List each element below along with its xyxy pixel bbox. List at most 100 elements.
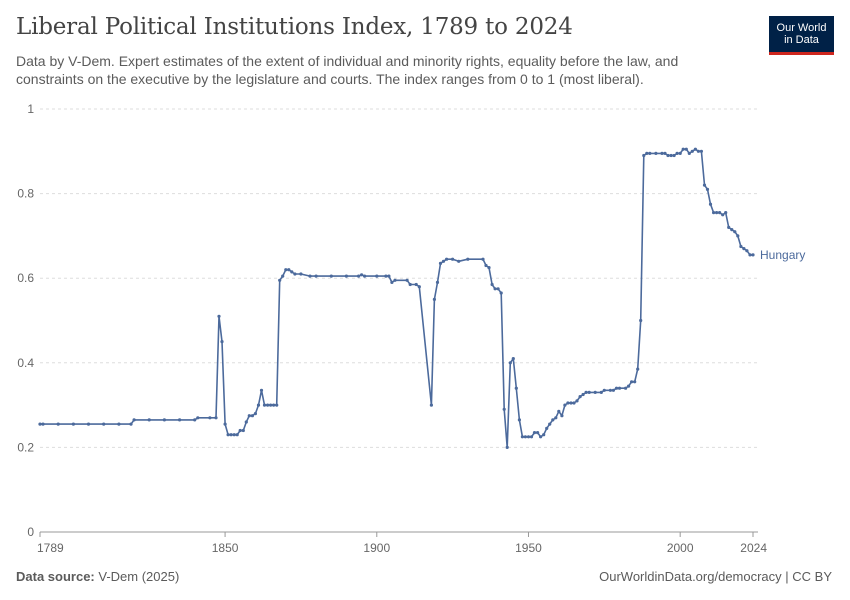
data-point xyxy=(526,435,531,439)
data-point xyxy=(693,147,698,151)
data-point xyxy=(269,403,273,407)
data-point xyxy=(645,151,649,155)
data-point xyxy=(214,416,218,420)
data-point xyxy=(405,278,409,282)
data-point xyxy=(542,433,546,437)
data-point xyxy=(520,435,525,439)
data-point xyxy=(117,422,121,426)
data-point xyxy=(627,384,631,388)
data-point xyxy=(702,183,707,187)
data-point xyxy=(432,297,436,301)
data-point xyxy=(551,418,555,422)
data-point xyxy=(696,149,701,153)
data-point xyxy=(611,388,616,392)
data-point xyxy=(496,287,500,291)
data-point xyxy=(636,367,640,371)
data-point xyxy=(715,211,719,215)
data-point xyxy=(278,278,282,282)
data-point xyxy=(666,153,670,158)
data-point xyxy=(493,287,497,291)
data-point xyxy=(684,147,688,151)
y-tick-label: 0.8 xyxy=(17,187,34,201)
data-point xyxy=(608,388,613,392)
data-point xyxy=(308,274,312,278)
data-point xyxy=(247,414,251,418)
data-point xyxy=(736,234,740,238)
data-point xyxy=(290,270,294,274)
data-point xyxy=(293,272,297,276)
data-point xyxy=(602,388,606,392)
data-point xyxy=(499,291,503,295)
data-point xyxy=(223,422,227,426)
data-point xyxy=(575,399,579,403)
data-point xyxy=(375,274,379,278)
data-point xyxy=(563,403,567,407)
chart-title: Liberal Political Institutions Index, 17… xyxy=(16,14,573,40)
data-point xyxy=(690,149,694,153)
y-tick-label: 0.2 xyxy=(17,440,34,454)
data-point xyxy=(384,274,388,278)
data-point xyxy=(41,422,45,426)
data-point xyxy=(284,268,288,272)
data-point xyxy=(272,403,276,407)
data-point xyxy=(539,435,543,439)
data-point xyxy=(742,247,746,251)
data-point xyxy=(733,230,737,234)
data-point xyxy=(745,249,749,253)
data-point xyxy=(196,416,200,420)
data-point xyxy=(457,259,461,263)
data-point xyxy=(287,268,291,272)
data-point xyxy=(578,395,582,399)
x-tick-label: 2000 xyxy=(667,541,694,555)
data-point xyxy=(748,253,752,257)
data-point xyxy=(238,428,242,433)
data-point xyxy=(445,257,449,261)
data-source-value: V-Dem (2025) xyxy=(98,569,180,584)
data-point xyxy=(536,431,540,435)
data-point xyxy=(162,418,166,422)
data-point xyxy=(314,274,318,278)
data-point xyxy=(529,435,534,439)
data-point xyxy=(648,151,652,155)
data-point xyxy=(708,202,713,206)
data-point xyxy=(441,259,446,263)
data-point xyxy=(250,414,254,418)
data-point xyxy=(672,153,676,158)
chart-subtitle: Data by V-Dem. Expert estimates of the e… xyxy=(16,53,679,87)
data-point xyxy=(360,273,364,277)
data-point xyxy=(226,433,230,437)
data-point xyxy=(751,253,755,257)
data-point xyxy=(241,428,245,433)
data-point xyxy=(299,272,303,276)
data-point xyxy=(357,274,361,278)
x-tick-label: 1850 xyxy=(212,541,239,555)
x-tick-label: 1789 xyxy=(37,541,64,555)
data-point xyxy=(466,257,470,261)
data-point xyxy=(663,151,667,155)
x-tick-label: 1950 xyxy=(515,541,542,555)
logo-line-1: Our World xyxy=(776,22,827,34)
data-point xyxy=(275,403,279,407)
data-point xyxy=(572,401,576,405)
data-point xyxy=(705,187,710,191)
y-tick-label: 1 xyxy=(27,102,34,116)
series-label-hungary: Hungary xyxy=(760,248,805,262)
data-point xyxy=(517,418,522,422)
data-point xyxy=(429,403,433,407)
data-point xyxy=(487,266,491,270)
data-point xyxy=(584,390,588,394)
data-point xyxy=(532,431,537,435)
data-point xyxy=(566,401,570,405)
data-point xyxy=(102,422,106,426)
data-point xyxy=(721,213,725,217)
data-point xyxy=(393,278,397,282)
data-point xyxy=(660,151,664,155)
data-point xyxy=(259,388,264,392)
license-link[interactable]: OurWorldinData.org/democracy | CC BY xyxy=(599,569,832,584)
owid-logo[interactable]: Our World in Data xyxy=(769,16,834,55)
data-point xyxy=(38,422,42,426)
data-source-label: Data source: xyxy=(16,569,95,584)
y-tick-label: 0 xyxy=(27,525,34,539)
data-point xyxy=(244,420,248,424)
